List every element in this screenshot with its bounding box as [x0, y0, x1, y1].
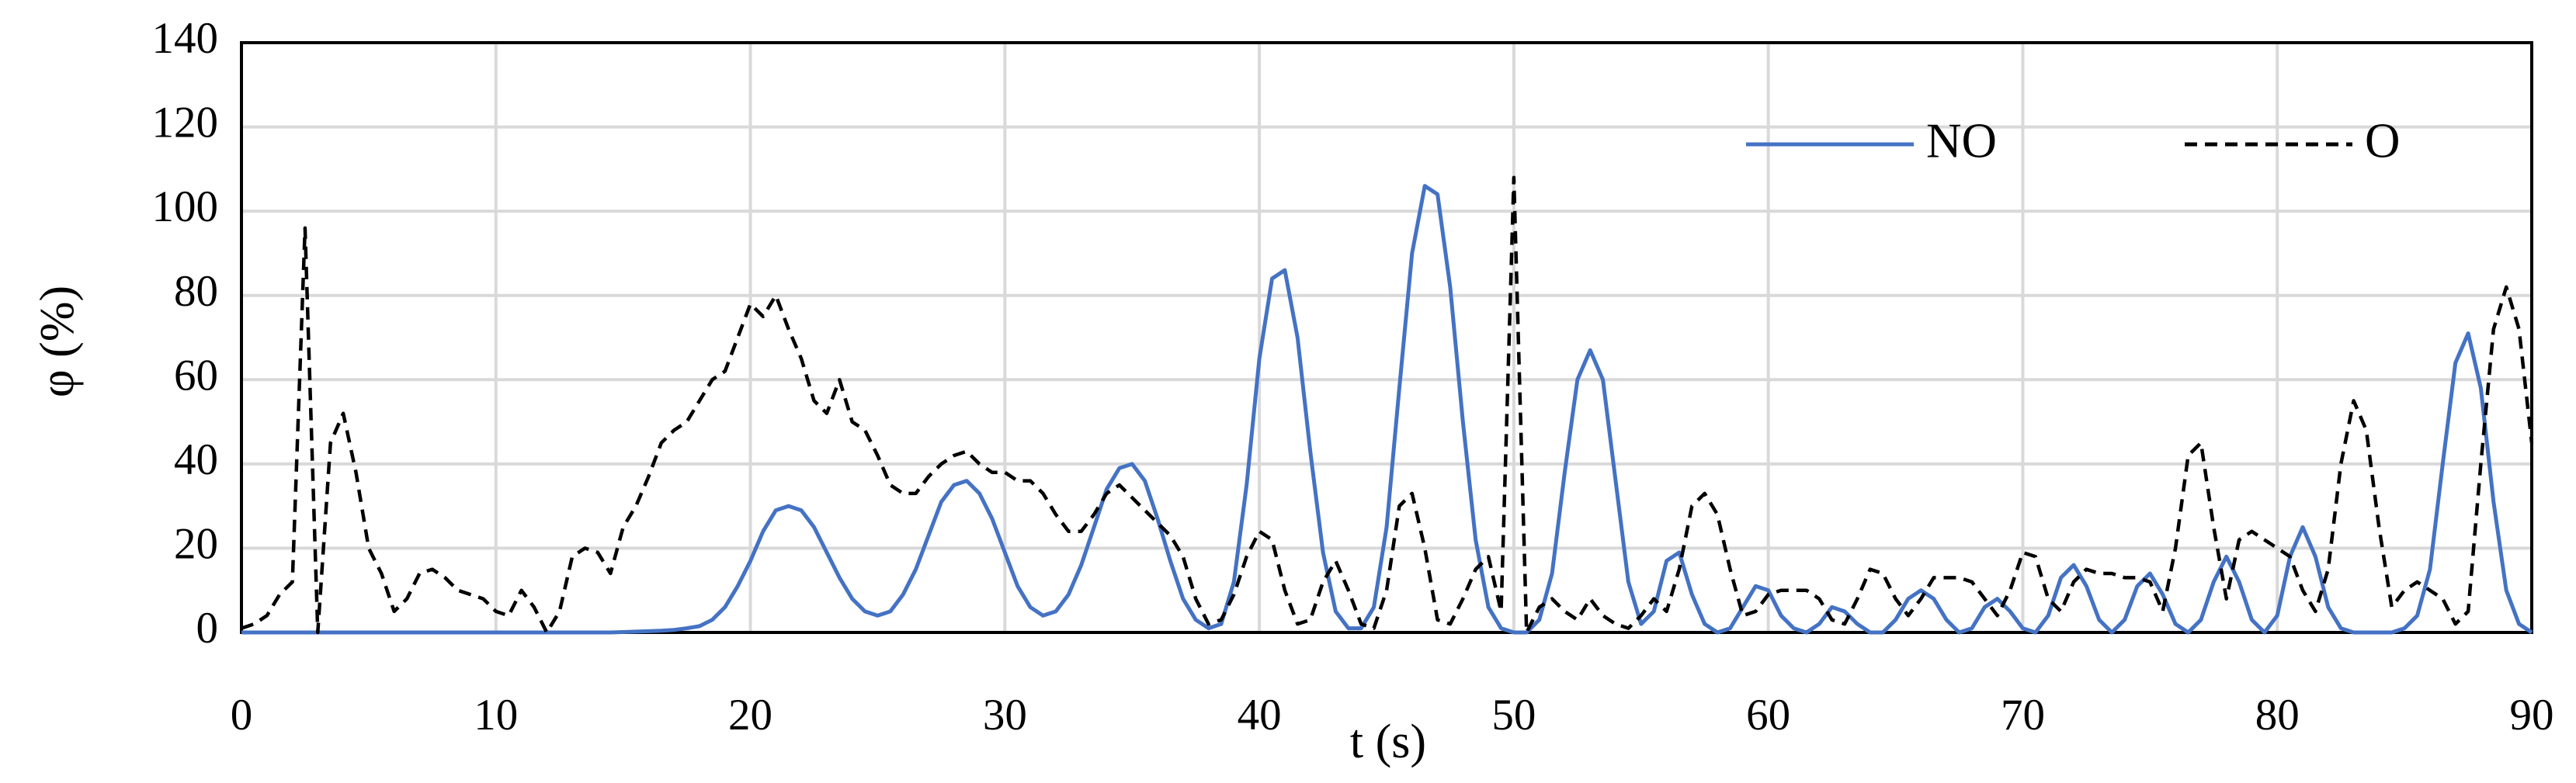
x-tick-label: 30: [983, 691, 1027, 740]
y-tick-label: 20: [174, 520, 218, 569]
x-tick-label: 20: [728, 691, 772, 740]
x-tick-label: 60: [1746, 691, 1790, 740]
x-tick-label: 80: [2255, 691, 2300, 740]
y-tick-label: 80: [174, 267, 218, 316]
y-tick-label: 40: [174, 435, 218, 484]
x-tick-label: 70: [2001, 691, 2045, 740]
series-line: [241, 184, 2533, 635]
legend-label: O: [2365, 113, 2401, 168]
x-tick-label: 90: [2510, 691, 2554, 740]
series-line: [241, 175, 2534, 635]
x-tick-label: 50: [1491, 691, 1536, 740]
legend-label: NO: [1926, 113, 1997, 168]
y-tick-label: 100: [152, 182, 219, 231]
x-tick-label: 10: [474, 691, 518, 740]
y-tick-label: 140: [152, 14, 219, 63]
plot-frame: [240, 41, 2533, 634]
y-axis-label: φ (%): [31, 286, 84, 397]
y-tick-label: 60: [174, 351, 218, 400]
y-tick-label: 120: [152, 99, 219, 147]
x-tick-label: 0: [231, 691, 253, 740]
x-tick-label: 40: [1238, 691, 1282, 740]
x-axis-label: t (s): [1350, 715, 1426, 768]
y-tick-label: 0: [196, 604, 219, 653]
